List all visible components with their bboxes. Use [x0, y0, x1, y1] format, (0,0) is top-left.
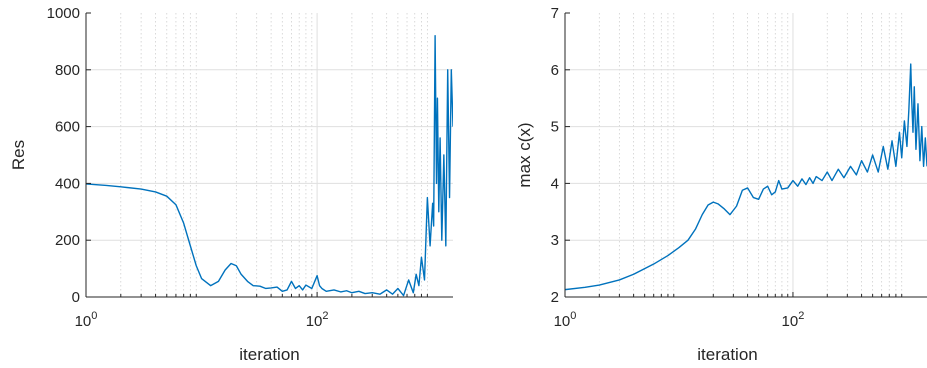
- y-axis-title: max c(x): [515, 122, 534, 187]
- y-tick-label: 4: [551, 175, 559, 192]
- x-tick-label-base: 10: [306, 313, 323, 330]
- x-tick-label: 102: [306, 310, 329, 330]
- x-tick-label-base: 10: [554, 313, 571, 330]
- y-tick-label: 7: [551, 5, 559, 22]
- y-tick-label: 600: [55, 119, 80, 136]
- y-tick-label: 5: [551, 119, 559, 136]
- y-tick-label: 2: [551, 289, 559, 306]
- plot-area: [565, 13, 927, 297]
- x-tick-label-base: 10: [782, 313, 799, 330]
- y-tick-label: 200: [55, 232, 80, 249]
- y-tick-label: 0: [72, 289, 80, 306]
- y-tick-label: 3: [551, 232, 559, 249]
- series-line: [565, 63, 927, 291]
- x-tick-label: 100: [554, 310, 577, 330]
- x-tick-label-exponent: 0: [570, 310, 576, 322]
- x-axis-title: iteration: [697, 345, 757, 364]
- series-line: [86, 35, 453, 297]
- y-tick-label: 1000: [47, 5, 80, 22]
- x-tick-label: 102: [782, 310, 805, 330]
- x-tick-label: 100: [75, 310, 98, 330]
- y-axis-title: Res: [9, 140, 28, 170]
- y-tick-label: 800: [55, 62, 80, 79]
- x-tick-label-exponent: 2: [798, 310, 804, 322]
- x-axis-title: iteration: [239, 345, 299, 364]
- x-tick-label-base: 10: [75, 313, 92, 330]
- plot-area: [86, 13, 453, 297]
- y-tick-label: 400: [55, 175, 80, 192]
- x-tick-label-exponent: 0: [91, 310, 97, 322]
- x-tick-label-exponent: 2: [322, 310, 328, 322]
- y-tick-label: 6: [551, 62, 559, 79]
